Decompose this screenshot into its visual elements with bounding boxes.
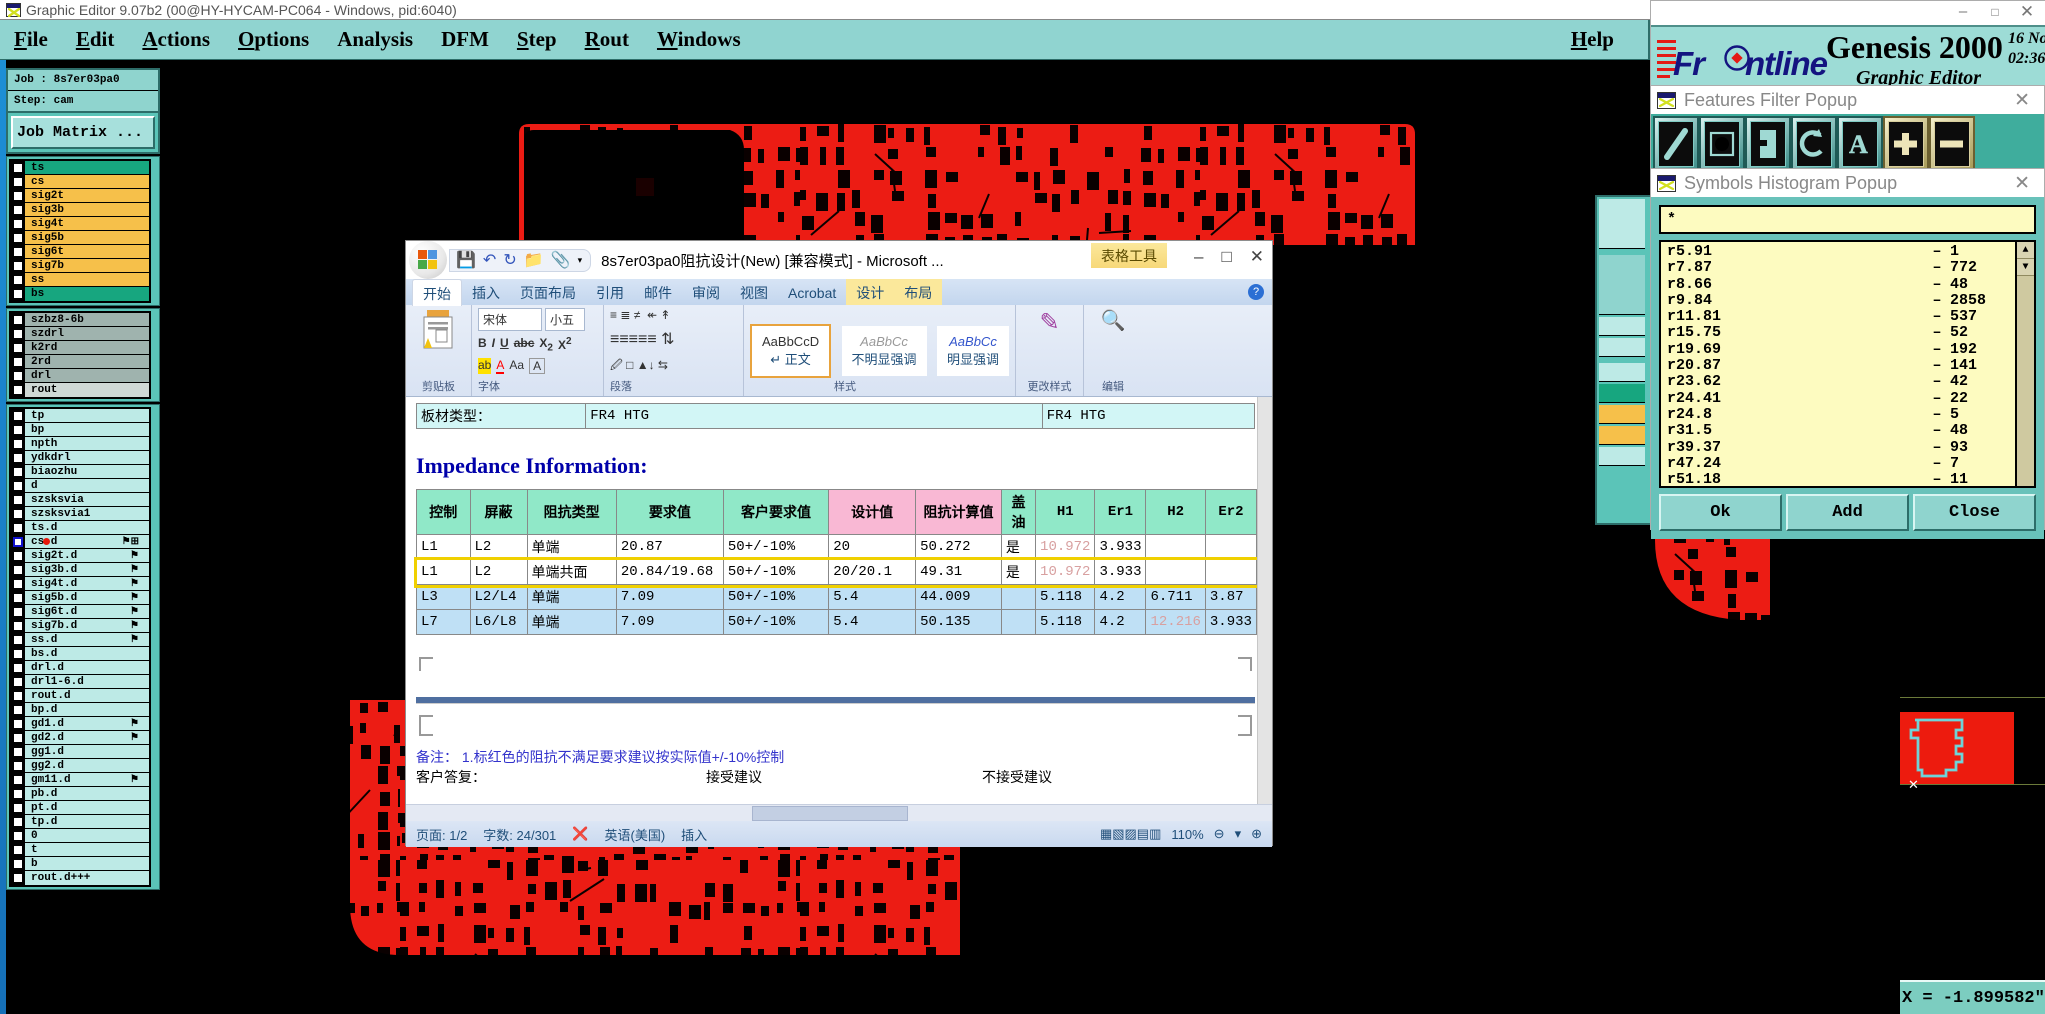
svg-text:A: A (1849, 130, 1868, 159)
svg-text:ntline: ntline (1745, 45, 1828, 82)
svg-text:Fr: Fr (1673, 45, 1707, 82)
